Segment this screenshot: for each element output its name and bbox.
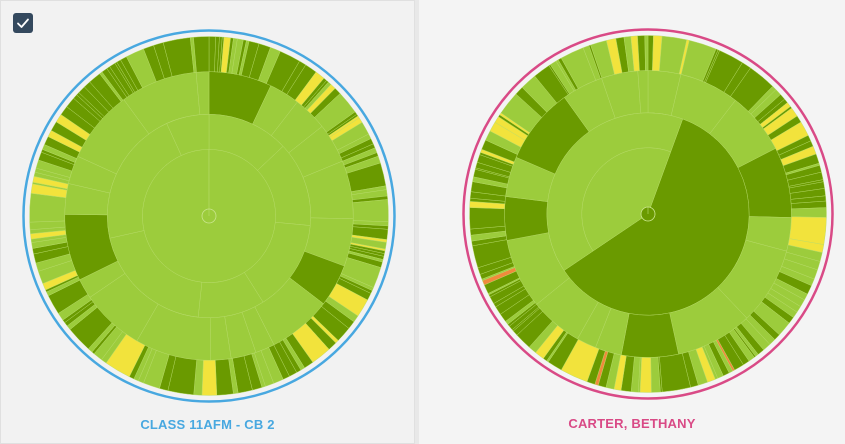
chart-segment[interactable] [352,199,389,222]
chart-segment[interactable] [29,193,67,223]
check-icon [17,18,29,28]
class-sunburst-chart[interactable] [21,28,397,404]
select-checkbox[interactable] [13,13,33,33]
chart-segment[interactable] [639,357,652,393]
class-panel[interactable]: CLASS 11AFM - CB 2 [0,0,415,444]
chart-segment[interactable] [791,207,827,218]
chart-segment[interactable] [644,35,649,71]
chart-outer-ring [22,29,396,403]
student-panel[interactable]: CARTER, BETHANY [419,0,845,444]
chart-center-circle [640,206,656,222]
class-label: CLASS 11AFM - CB 2 [140,417,275,432]
chart-segment[interactable] [193,36,210,73]
chart-center-circle [201,208,217,224]
student-sunburst-chart[interactable] [461,27,835,401]
chart-segment[interactable] [201,359,218,396]
chart-segment[interactable] [504,196,549,241]
chart-outer-ring [462,28,834,400]
student-label: CARTER, BETHANY [568,416,696,431]
chart-segment[interactable] [620,312,679,358]
chart-segment[interactable] [469,207,506,230]
